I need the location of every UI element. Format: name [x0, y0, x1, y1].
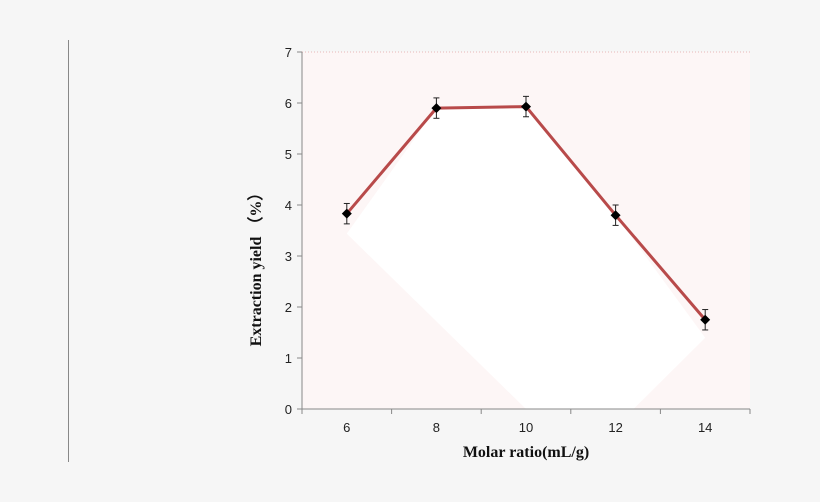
- y-tick-label: 7: [285, 45, 292, 60]
- y-tick-label: 6: [285, 96, 292, 111]
- y-tick-label: 3: [285, 249, 292, 264]
- y-tick-label: 5: [285, 147, 292, 162]
- page-divider-line: [68, 40, 69, 462]
- y-tick-label: 1: [285, 351, 292, 366]
- data-point-marker: [341, 208, 352, 219]
- y-tick-label: 0: [285, 402, 292, 417]
- x-tick-label: 6: [343, 420, 350, 435]
- y-tick-label: 2: [285, 300, 292, 315]
- x-tick-label: 10: [519, 420, 533, 435]
- y-tick-label: 4: [285, 198, 292, 213]
- data-point-marker: [431, 103, 442, 114]
- data-point-marker: [610, 210, 621, 221]
- x-tick-label: 14: [698, 420, 712, 435]
- plot-fill-region: [346, 106, 706, 409]
- x-axis-title: Molar ratio(mL/g): [463, 444, 589, 461]
- x-tick-label: 8: [433, 420, 440, 435]
- data-point-marker: [521, 101, 531, 112]
- x-tick-label: 12: [608, 420, 622, 435]
- data-point-marker: [700, 314, 711, 325]
- y-axis-title: Extraction yield （%）: [247, 185, 265, 347]
